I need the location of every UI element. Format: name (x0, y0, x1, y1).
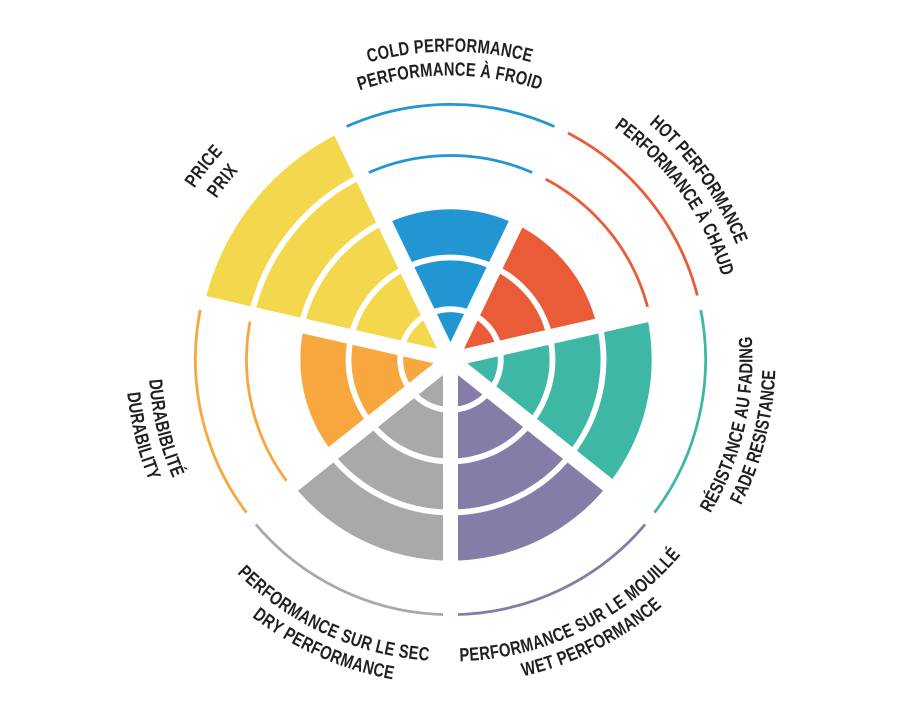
svg-text:I: I (750, 427, 772, 436)
svg-text:D: D (123, 391, 145, 404)
svg-text:G: G (735, 336, 757, 349)
svg-text:A: A (755, 399, 778, 413)
svg-text:B: B (151, 419, 174, 434)
svg-text:I: I (160, 451, 181, 462)
svg-text:F: F (445, 35, 454, 56)
svg-text:O: O (376, 41, 392, 64)
svg-text:I: I (736, 359, 757, 363)
svg-text:A: A (128, 421, 151, 436)
svg-text:R: R (408, 60, 421, 82)
svg-text:C: C (371, 659, 386, 682)
svg-text:S: S (397, 640, 410, 663)
svg-text:F: F (494, 62, 506, 84)
svg-text:R: R (503, 64, 518, 87)
svg-text:E: E (469, 643, 481, 665)
svg-text:N: N (361, 656, 377, 679)
svg-text:R: R (434, 35, 445, 57)
svg-text:R: R (375, 66, 390, 89)
svg-text:N: N (736, 348, 757, 359)
svg-text:U: U (732, 396, 755, 410)
svg-text:F: F (386, 64, 399, 87)
svg-text:E: E (727, 420, 750, 434)
svg-text:M: M (518, 633, 535, 657)
svg-text:O: O (497, 639, 512, 662)
svg-text:U: U (146, 389, 168, 402)
svg-text:À: À (479, 60, 492, 82)
svg-text:A: A (730, 406, 753, 420)
svg-text:I: I (524, 69, 534, 91)
svg-text:P: P (459, 644, 470, 666)
svg-text:A: A (489, 37, 503, 60)
svg-text:R: R (508, 637, 523, 660)
svg-text:A: A (149, 409, 172, 423)
svg-text:C: C (418, 643, 430, 665)
svg-text:E: E (758, 369, 780, 380)
svg-text:T: T (753, 409, 776, 422)
svg-text:D: D (735, 363, 757, 374)
svg-text:N: N (756, 389, 778, 402)
svg-text:R: R (466, 35, 478, 57)
svg-text:U: U (124, 401, 147, 415)
svg-text:E: E (407, 642, 419, 664)
svg-text:F: F (488, 641, 500, 663)
svg-text:R: R (478, 642, 491, 664)
svg-text:P: P (413, 36, 425, 58)
svg-text:O: O (513, 66, 529, 89)
svg-text:F: F (734, 383, 756, 394)
svg-text:E: E (465, 59, 476, 81)
svg-text:I: I (133, 441, 155, 451)
svg-text:O: O (396, 62, 411, 85)
svg-text:E: E (382, 661, 396, 684)
svg-text:C: C (757, 379, 779, 391)
svg-text:W: W (519, 656, 538, 680)
svg-text:R: R (147, 399, 170, 413)
svg-text:C: C (455, 59, 466, 81)
svg-text:L: L (387, 39, 400, 62)
svg-text:I: I (137, 454, 158, 465)
svg-text:D: D (397, 38, 411, 61)
svg-text:M: M (419, 59, 433, 81)
svg-text:S: S (751, 418, 774, 432)
svg-text:N: N (444, 59, 455, 80)
svg-text:R: R (126, 411, 149, 425)
svg-text:E: E (423, 35, 434, 57)
svg-text:M: M (476, 36, 490, 58)
svg-text:D: D (145, 378, 167, 390)
svg-text:C: C (510, 41, 525, 64)
svg-text:A: A (735, 373, 757, 385)
svg-text:B: B (130, 431, 153, 447)
svg-text:A: A (432, 59, 444, 81)
svg-text:I: I (153, 429, 175, 438)
svg-text:C: C (364, 44, 380, 67)
svg-text:E: E (383, 638, 397, 661)
svg-text:O: O (454, 35, 466, 57)
svg-text:N: N (499, 39, 513, 62)
